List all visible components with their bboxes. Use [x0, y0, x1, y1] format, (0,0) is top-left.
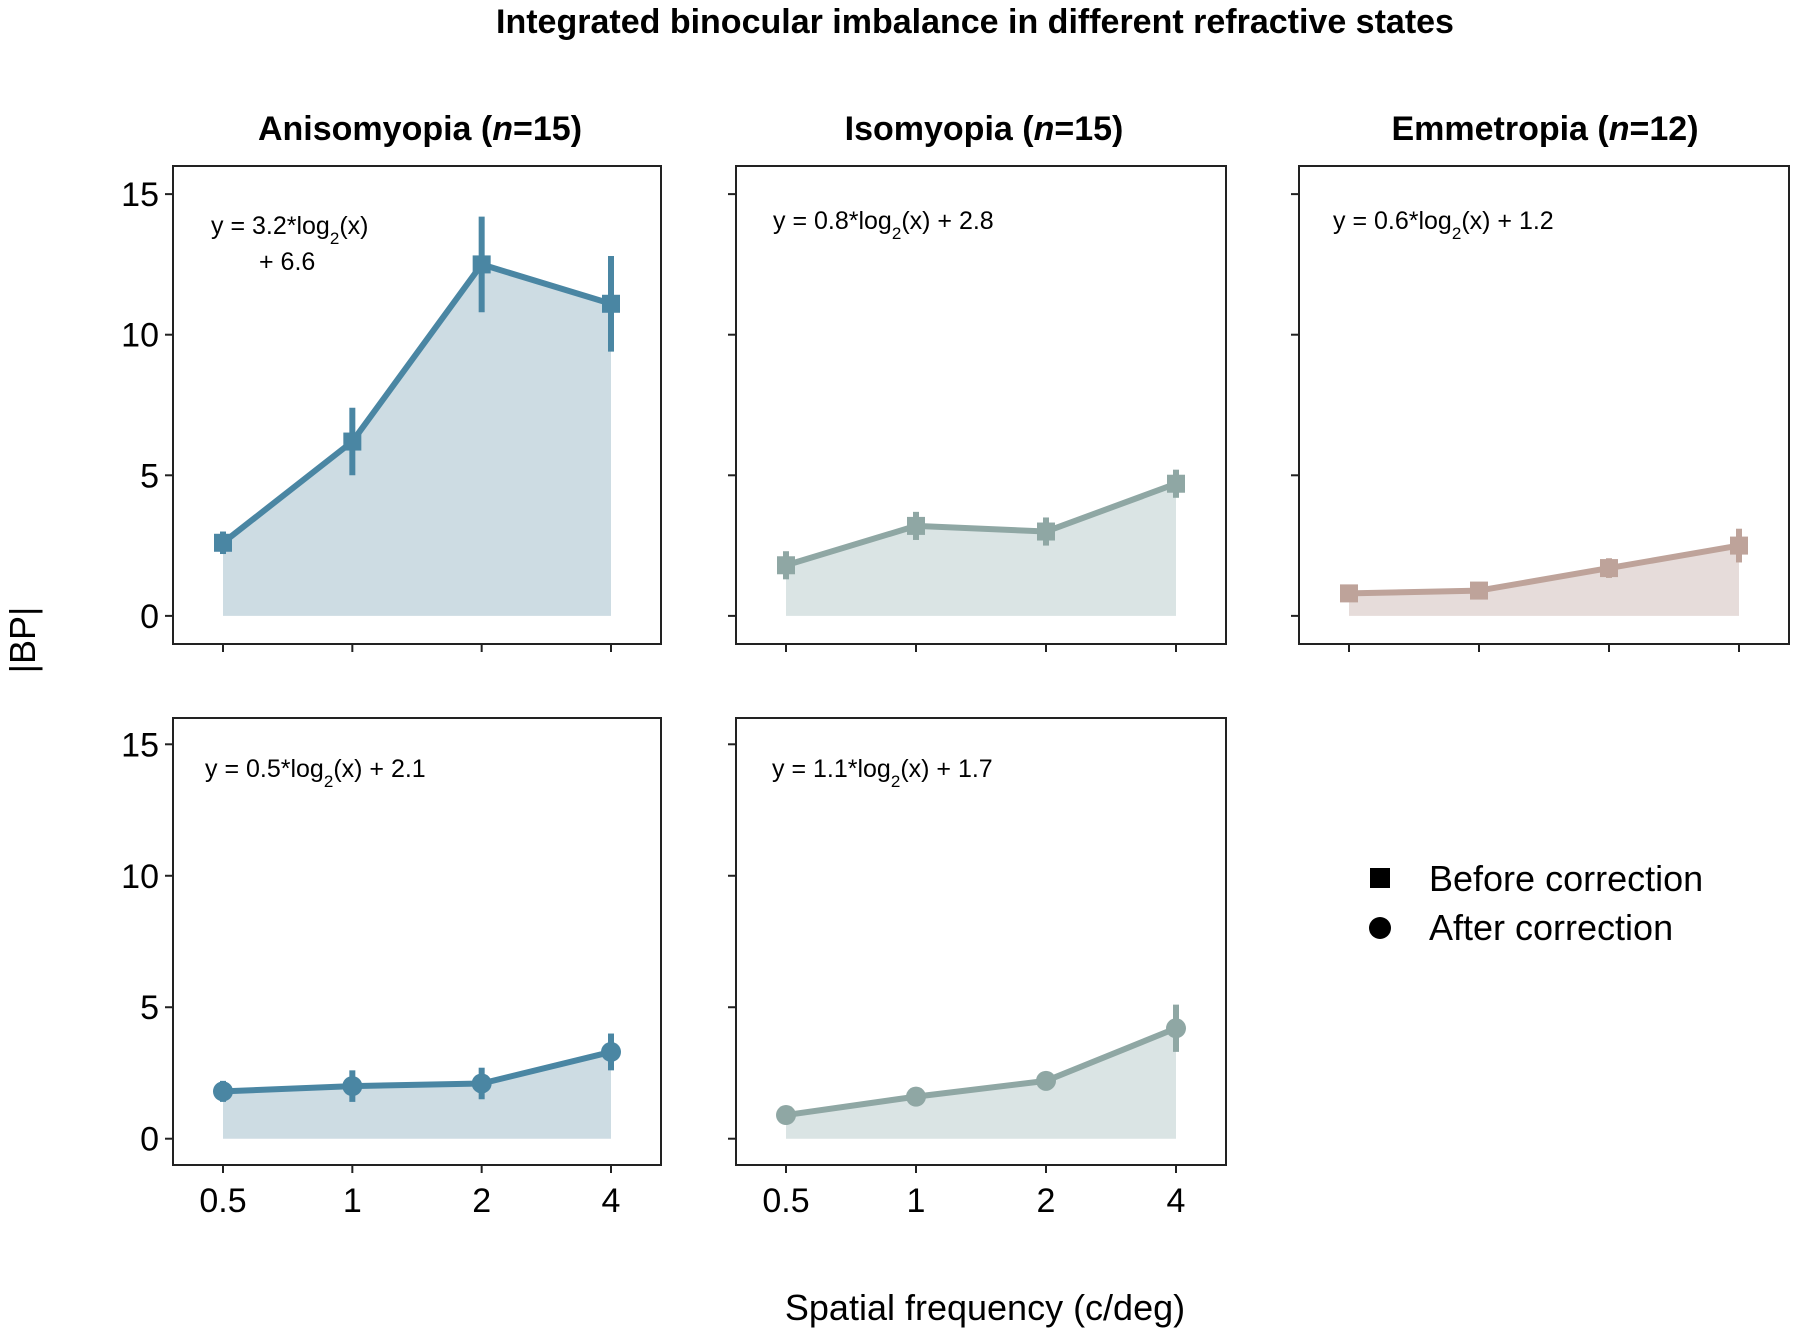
equation-iso-after: y = 1.1*log2(x) + 1.7	[772, 755, 993, 791]
equation-iso-before: y = 0.8*log2(x) + 2.8	[773, 207, 994, 243]
panel-title-emmetropia: Emmetropia (n=12)	[1391, 110, 1698, 148]
legend-label-before: Before correction	[1429, 858, 1703, 899]
y-tick-label: 10	[121, 858, 159, 896]
panel-title-anisomyopia-name: Anisomyopia (	[258, 110, 493, 148]
data-point-circle	[906, 1086, 926, 1107]
panel-aniso-after: 0 5 10 15 0.5 1 2 4	[121, 717, 662, 1220]
series-line	[222, 1049, 612, 1095]
x-tick-label: 4	[1167, 1182, 1186, 1220]
data-point-square	[1600, 559, 1618, 578]
data-point-square	[602, 294, 620, 313]
data-point-circle	[1166, 1018, 1186, 1039]
panel-title-isomyopia-n: n	[1034, 110, 1055, 148]
series-line	[221, 261, 612, 546]
y-tick-label: 0	[140, 1121, 159, 1159]
equation-emm-before-a: y = 0.6*log	[1333, 207, 1452, 235]
equation-aniso-before: y = 3.2*log2(x)	[211, 212, 368, 248]
panel-aniso-before: 0 5 10 15	[121, 165, 662, 652]
data-point-circle	[1036, 1070, 1056, 1091]
y-tick-label: 15	[121, 726, 159, 764]
data-point-circle	[601, 1041, 621, 1062]
series-area	[786, 1028, 1176, 1139]
data-point-circle	[776, 1105, 796, 1126]
y-tick-label: 0	[140, 598, 159, 636]
equation-emm-before-b: (x) + 1.2	[1461, 207, 1553, 235]
panel-title-isomyopia-count: =15)	[1054, 110, 1123, 148]
panel-title-anisomyopia-n: n	[492, 110, 513, 148]
data-point-square	[214, 533, 232, 552]
equation-iso-after-sub: 2	[891, 772, 900, 791]
panel-title-emmetropia-count: =12)	[1630, 110, 1699, 148]
data-point-square	[1730, 536, 1748, 555]
equation-aniso-after-a: y = 0.5*log	[205, 755, 324, 783]
data-point-square	[1470, 581, 1488, 600]
x-tick-label: 1	[907, 1182, 926, 1220]
panel-frame	[172, 717, 662, 1166]
y-axis-label: |BP|	[2, 607, 43, 674]
equation-emm-before-sub: 2	[1452, 224, 1461, 243]
x-axis-label: Spatial frequency (c/deg)	[785, 1287, 1185, 1328]
panel-title-isomyopia-name: Isomyopia (	[845, 110, 1035, 148]
x-tick-label: 0.5	[199, 1182, 246, 1220]
legend: Before correction After correction	[1369, 858, 1703, 948]
series-line	[785, 480, 1178, 569]
data-point-square	[907, 516, 925, 535]
panel-iso-before	[728, 165, 1227, 652]
equation-iso-after-b: (x) + 1.7	[900, 755, 992, 783]
equation-iso-before-b: (x) + 2.8	[901, 207, 993, 235]
figure-title: Integrated binocular imbalance in differ…	[496, 3, 1454, 41]
legend-label-after: After correction	[1429, 907, 1673, 948]
y-tick-label: 5	[140, 989, 159, 1027]
data-point-square	[472, 255, 491, 274]
x-tick-label: 0.5	[762, 1182, 809, 1220]
y-tick-label: 10	[121, 317, 159, 355]
panel-frame	[735, 717, 1227, 1166]
legend-square-marker	[1370, 868, 1390, 888]
series-area	[786, 483, 1176, 616]
panel-title-emmetropia-n: n	[1609, 110, 1630, 148]
panel-title-anisomyopia: Anisomyopia (n=15)	[258, 110, 582, 148]
x-tick-label: 1	[343, 1182, 362, 1220]
series-line	[785, 1025, 1178, 1119]
panel-frame	[1298, 165, 1790, 645]
series-line	[1348, 542, 1740, 597]
equation-aniso-before-line2: + 6.6	[259, 248, 315, 276]
panel-emm-before	[1291, 165, 1790, 652]
data-point-circle	[213, 1081, 233, 1102]
series-area	[223, 264, 611, 616]
data-point-square	[343, 432, 362, 451]
equation-aniso-after: y = 0.5*log2(x) + 2.1	[205, 755, 426, 791]
data-point-circle	[471, 1073, 492, 1094]
panel-frame	[172, 165, 662, 645]
panel-iso-after: 0.5 1 2 4	[728, 717, 1227, 1220]
equation-aniso-before-sub: 2	[330, 229, 339, 248]
equation-aniso-after-b: (x) + 2.1	[333, 755, 425, 783]
data-point-square	[1037, 522, 1055, 541]
panel-title-emmetropia-name: Emmetropia (	[1391, 110, 1609, 148]
equation-aniso-after-sub: 2	[324, 772, 333, 791]
equation-iso-after-a: y = 1.1*log	[772, 755, 891, 783]
legend-circle-marker	[1369, 917, 1391, 939]
x-tick-label: 2	[1037, 1182, 1056, 1220]
x-tick-label: 4	[602, 1182, 621, 1220]
data-point-square	[1167, 474, 1185, 493]
data-point-square	[777, 556, 795, 575]
equation-aniso-before-a: y = 3.2*log	[211, 212, 330, 240]
data-point-circle	[342, 1076, 363, 1097]
x-tick-label: 2	[472, 1182, 491, 1220]
panel-title-anisomyopia-count: =15)	[513, 110, 582, 148]
y-tick-label: 5	[140, 457, 159, 495]
equation-iso-before-sub: 2	[892, 224, 901, 243]
panel-frame	[735, 165, 1227, 645]
equation-aniso-before-b: (x)	[339, 212, 368, 240]
equation-iso-before-a: y = 0.8*log	[773, 207, 892, 235]
equation-emm-before: y = 0.6*log2(x) + 1.2	[1333, 207, 1554, 243]
data-point-square	[1340, 584, 1358, 603]
panel-title-isomyopia: Isomyopia (n=15)	[845, 110, 1124, 148]
y-tick-label: 15	[121, 176, 159, 214]
series-area	[223, 1051, 611, 1139]
